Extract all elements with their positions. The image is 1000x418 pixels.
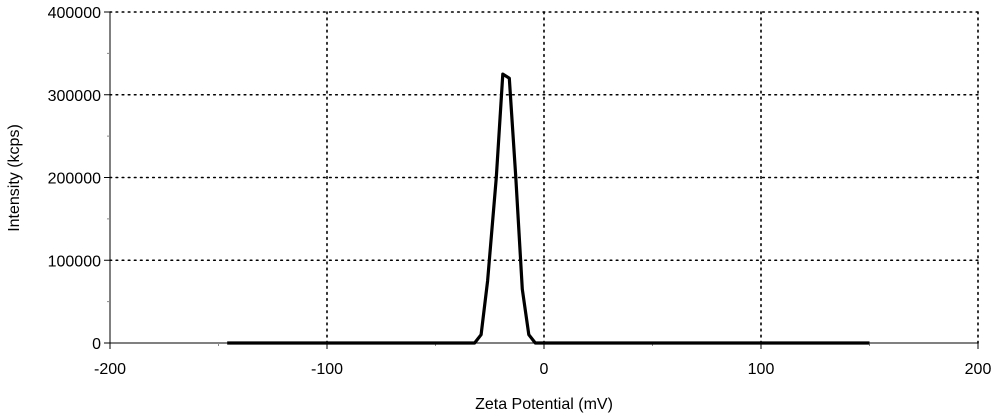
x-tick-label: -100 <box>311 361 343 378</box>
y-tick-label: 200000 <box>48 171 101 188</box>
tick-labels: 0 100000 200000 300000 400000 -200 -100 0 100 200 <box>48 5 992 378</box>
x-tick-label: 200 <box>965 361 992 378</box>
y-tick-label: 300000 <box>48 88 101 105</box>
y-tick-label: 400000 <box>48 5 101 22</box>
x-tick-label: 100 <box>748 361 775 378</box>
x-tick-label: 0 <box>540 361 549 378</box>
x-axis-title: Zeta Potential (mV) <box>475 396 613 413</box>
axes <box>104 11 979 349</box>
x-tick-label: -200 <box>94 361 126 378</box>
y-axis-title: Intensity (kcps) <box>6 124 23 232</box>
series <box>227 72 870 345</box>
y-tick-label: 100000 <box>48 253 101 270</box>
series-line <box>227 72 870 345</box>
y-tick-label: 0 <box>92 336 101 353</box>
grid <box>109 11 979 344</box>
